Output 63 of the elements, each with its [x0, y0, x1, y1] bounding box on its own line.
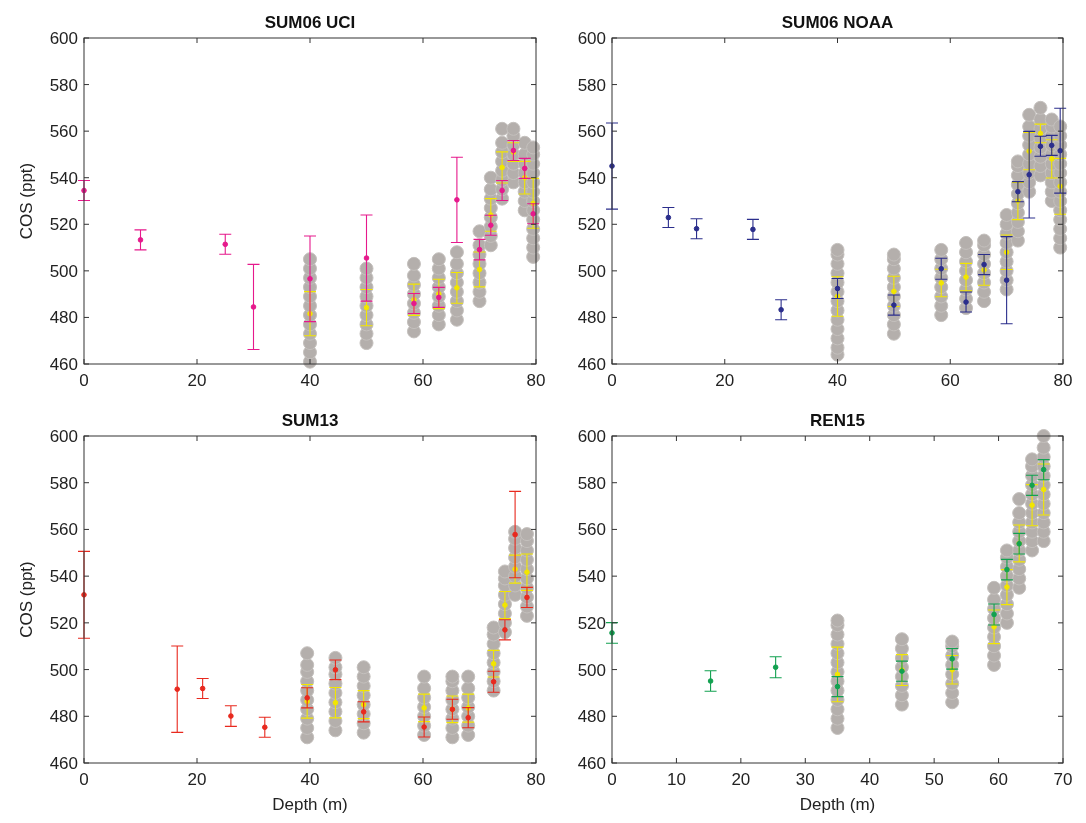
- y-tick-label: 480: [49, 308, 78, 328]
- x-tick-label: 60: [413, 371, 433, 390]
- y-tick-label: 560: [49, 520, 78, 540]
- y-tick-label: 480: [49, 707, 78, 727]
- x-tick-label: 20: [731, 770, 751, 789]
- y-tick-label: 520: [49, 613, 78, 633]
- y-tick-label: 540: [49, 567, 78, 587]
- x-tick-label: 40: [300, 371, 320, 390]
- x-tick-label: 0: [79, 371, 89, 390]
- chart-title: SUM13: [281, 411, 339, 430]
- x-tick-label: 50: [924, 770, 944, 789]
- x-axis-title: Depth (m): [799, 795, 876, 814]
- y-tick-label: 560: [577, 520, 606, 540]
- y-tick-label: 500: [577, 660, 606, 680]
- y-tick-label: 520: [577, 215, 606, 235]
- y-tick-label: 480: [577, 308, 606, 328]
- x-tick-label: 80: [1053, 371, 1073, 390]
- y-tick-label: 560: [577, 122, 606, 142]
- x-tick-label: 10: [666, 770, 686, 789]
- y-tick-label: 540: [577, 168, 606, 188]
- x-tick-label: 80: [526, 371, 546, 390]
- y-axis-title: COS (ppt): [17, 162, 36, 240]
- y-tick-label: 540: [49, 168, 78, 188]
- chart-title: REN15: [810, 411, 865, 430]
- x-tick-label: 0: [607, 371, 617, 390]
- y-tick-label: 580: [577, 473, 606, 493]
- y-tick-label: 600: [49, 29, 78, 48]
- y-tick-label: 540: [577, 567, 606, 587]
- y-tick-label: 460: [577, 754, 606, 773]
- x-tick-label: 20: [187, 371, 207, 390]
- x-tick-label: 0: [79, 770, 89, 789]
- x-tick-label: 60: [989, 770, 1009, 789]
- x-tick-label: 60: [940, 371, 960, 390]
- y-tick-label: 480: [577, 707, 606, 727]
- y-tick-label: 460: [49, 754, 78, 773]
- y-tick-label: 500: [49, 660, 78, 680]
- x-tick-label: 40: [300, 770, 320, 789]
- x-tick-label: 40: [828, 371, 847, 390]
- y-tick-label: 520: [49, 215, 78, 235]
- x-tick-label: 20: [187, 770, 207, 789]
- y-tick-label: 600: [577, 427, 606, 446]
- x-tick-label: 30: [795, 770, 815, 789]
- x-tick-label: 40: [860, 770, 880, 789]
- chart-title: SUM06 NOAA: [781, 13, 894, 32]
- y-tick-label: 460: [577, 355, 606, 374]
- y-tick-label: 560: [49, 122, 78, 142]
- x-tick-label: 0: [607, 770, 617, 789]
- y-tick-label: 600: [49, 427, 78, 446]
- y-tick-label: 580: [49, 473, 78, 493]
- x-tick-label: 20: [715, 371, 735, 390]
- y-tick-label: 500: [49, 261, 78, 281]
- chart-title: SUM06 UCI: [264, 13, 356, 32]
- y-tick-label: 460: [49, 355, 78, 374]
- x-tick-label: 60: [413, 770, 433, 789]
- y-tick-label: 580: [577, 75, 606, 95]
- x-tick-label: 70: [1053, 770, 1073, 789]
- y-axis-title: COS (ppt): [17, 561, 36, 638]
- y-tick-label: 600: [577, 29, 606, 48]
- y-tick-label: 500: [577, 261, 606, 281]
- x-axis-title: Depth (m): [272, 795, 348, 814]
- x-tick-label: 80: [526, 770, 546, 789]
- y-tick-label: 580: [49, 75, 78, 95]
- y-tick-label: 520: [577, 613, 606, 633]
